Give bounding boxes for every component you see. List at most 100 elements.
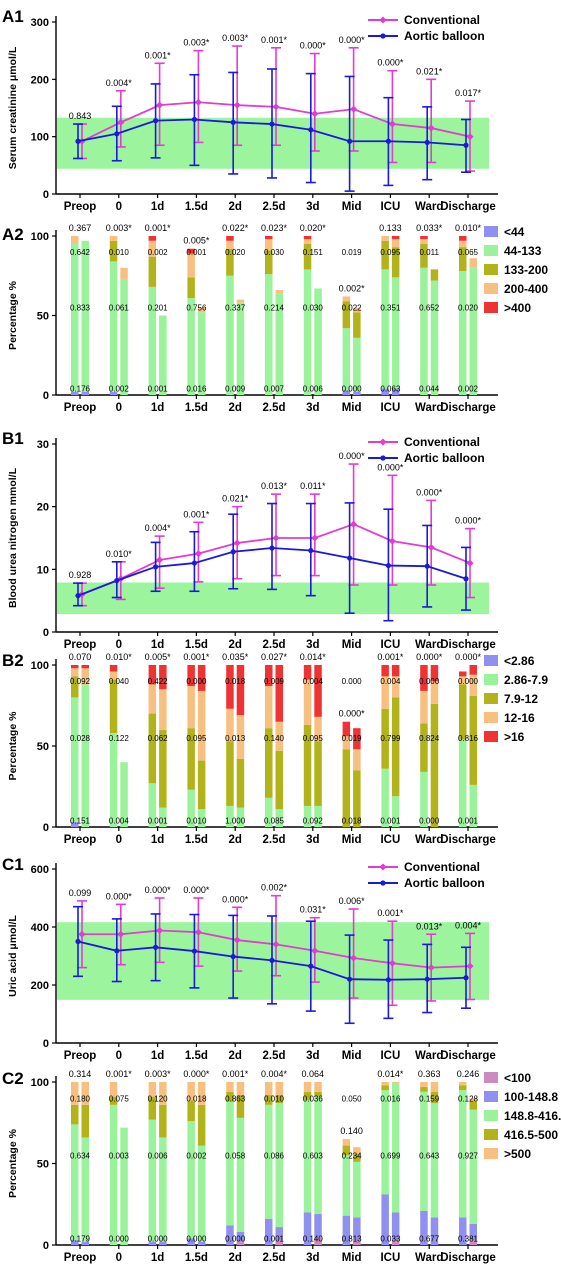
data-label: 0.019 [342,734,363,743]
bar-segment [303,1082,312,1092]
p-value-label: 0.002* [339,283,366,293]
p-value-label: 0.035* [222,652,249,662]
legend-label: 2.86-7.9 [504,673,548,687]
bar-segment [353,770,361,827]
data-label: 0.020 [458,304,479,313]
bar-segment [430,1103,439,1218]
bar-segment [109,679,118,734]
p-value-label: 0.020* [300,223,327,233]
data-label: 0.086 [264,1151,285,1160]
bar-segment [159,807,167,827]
bar-segment [265,728,273,798]
y-tick-label: 100 [31,132,49,144]
data-label: 0.000 [419,677,440,686]
data-point [388,959,396,967]
bar-segment [187,686,195,729]
bar-segment [275,1227,283,1241]
bar-segment [469,695,477,785]
bar-segment [148,665,157,685]
bar-segment [109,261,118,392]
bar-segment [187,665,195,687]
data-point [117,930,125,938]
data-label: 0.151 [70,817,91,826]
panel-label: A1 [2,7,24,26]
x-tick-label: Ward [415,834,443,846]
data-label: 0.065 [458,248,479,257]
legend-label: 200-400 [504,282,548,296]
x-tick-label: 2d [228,1252,241,1264]
data-label: 0.863 [225,1094,246,1103]
x-tick-label: 1d [151,201,164,213]
panel-label: C2 [2,1069,24,1088]
bar-segment [265,1218,273,1245]
bar-segment [265,236,273,240]
p-value-label: 0.001* [222,1069,249,1079]
bar-segment [109,391,118,395]
series-conventional [77,894,475,1007]
bar-segment [148,256,157,287]
data-label: 0.000 [225,1234,246,1243]
data-label: 0.092 [303,817,324,826]
data-label: 0.677 [419,1234,440,1243]
bar-segment [71,391,79,395]
x-tick-label: 3d [306,639,319,651]
bar-segment [275,665,283,722]
bar-segment [353,1240,361,1245]
p-value-label: 0.000* [339,35,366,45]
bar-segment [109,671,118,680]
bar-segment [381,1085,389,1091]
bar-segment [81,1137,89,1242]
x-tick-label: 3d [306,402,319,414]
p-value-label: 0.011* [300,481,326,491]
panel-a2: A2 Percentage % 0 50 100 Preop 0 1d 1.5d 2d 2.5d 3d… [2,223,548,414]
data-point [466,559,474,567]
bar-segment [381,388,389,395]
bar-segment [226,741,234,806]
bar-segment [236,807,245,827]
bar-segment [265,665,273,687]
x-tick-label: 3d [306,834,319,846]
legend-label: 7.9-12 [504,692,538,706]
bar-segment [226,665,234,709]
data-label: 0.001 [148,385,169,394]
p-value-label: 0.003* [145,1069,172,1079]
bar-segment [275,1082,283,1096]
legend-marker [380,880,386,886]
bar-segment [148,1241,157,1245]
bar-segment [430,1091,439,1104]
data-label: 0.699 [380,1151,401,1160]
data-label: 0.927 [458,1151,479,1160]
bar-segment [226,1101,234,1226]
bar-segment [459,1217,467,1245]
legend-marker [380,33,386,39]
y-tick-label: 0 [43,1038,49,1050]
x-tick-label: Discharge [440,1050,496,1062]
bar-segment [420,1210,428,1245]
bar-segment [420,723,428,772]
data-point [424,139,430,145]
bar-segment [391,665,400,677]
data-label: 0.044 [419,385,440,394]
data-point [385,977,391,983]
data-label: 0.000 [419,817,440,826]
legend-label: 100-148.8 [504,1090,558,1104]
x-tick-label: Mid [342,201,362,213]
p-value-label: 0.133 [379,223,402,233]
y-tick-label: 20 [37,502,49,514]
bar-segment [314,665,322,717]
data-point [114,578,120,584]
data-label: 0.095 [303,734,324,743]
bar-segment [303,805,312,827]
data-point [269,121,275,127]
data-label: 0.010 [186,817,207,826]
data-label: 0.000 [342,385,363,394]
data-label: 0.063 [380,385,401,394]
data-label: 0.643 [419,1151,440,1160]
data-point [427,543,435,551]
data-point [230,953,236,960]
data-label: 0.058 [225,1151,246,1160]
data-label: 0.016 [380,1094,401,1103]
data-point [269,545,275,551]
bar-segment [226,236,234,241]
